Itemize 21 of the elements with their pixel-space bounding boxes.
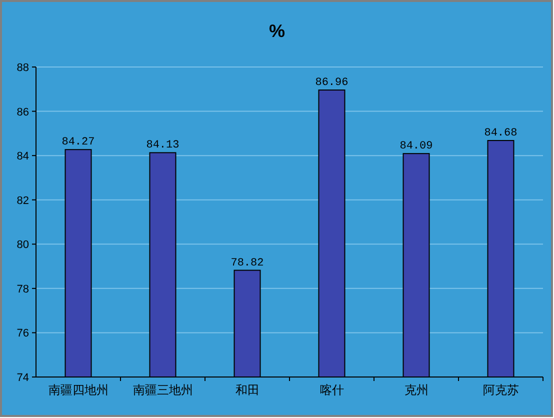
ytick: 80 (16, 239, 29, 252)
xtick: 喀什 (320, 383, 344, 397)
ytick: 78 (16, 283, 29, 296)
ytick: 82 (16, 194, 29, 207)
ytick: 76 (16, 328, 29, 340)
xtick: 阿克苏 (482, 383, 519, 397)
ytick: 86 (16, 106, 29, 118)
ytick: 74 (16, 372, 29, 384)
data-label: 84.68 (484, 128, 518, 140)
xtick: 南疆四地州 (48, 383, 108, 397)
ytick: 88 (16, 62, 29, 74)
data-label: 84.27 (62, 136, 95, 149)
ytick: 84 (16, 150, 29, 163)
xtick: 克州 (404, 383, 428, 397)
xtick: 南疆三地州 (132, 383, 193, 397)
data-label: 86.96 (315, 77, 348, 90)
xtick: 和田 (235, 383, 260, 397)
title: % (269, 21, 285, 41)
data-label: 78.82 (230, 257, 264, 270)
data-label: 84.09 (400, 140, 433, 153)
data-label: 84.13 (146, 140, 180, 152)
